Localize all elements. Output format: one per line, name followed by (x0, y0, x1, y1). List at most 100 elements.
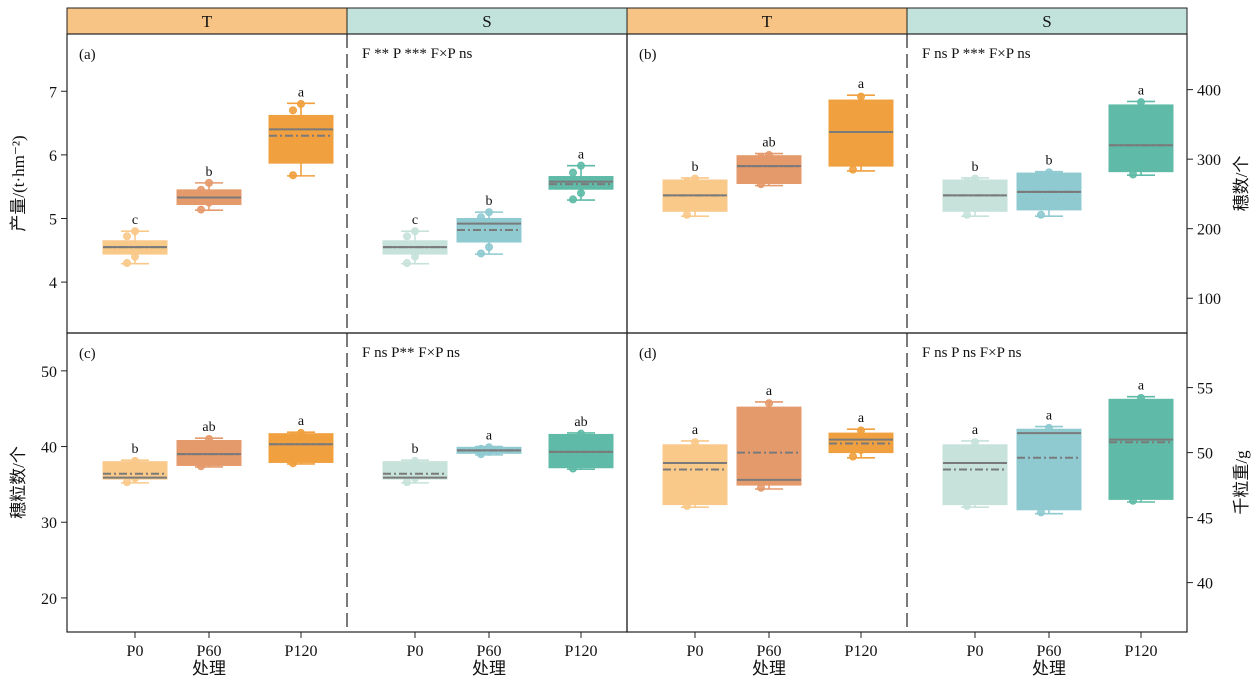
box-rect (736, 406, 802, 486)
significance-letter: b (972, 160, 979, 175)
data-point (1037, 435, 1045, 444)
y-tick-label: 20 (41, 591, 57, 608)
box-rect (1108, 398, 1174, 500)
box-rect (1016, 428, 1082, 511)
data-point (1129, 106, 1137, 115)
x-tick-label: P0 (407, 643, 424, 660)
x-tick-label: P120 (565, 643, 598, 660)
data-point (289, 432, 297, 441)
header-band-T (626, 7, 908, 35)
significance-letter: ab (574, 415, 587, 430)
data-point (403, 478, 411, 487)
panel-3: (d) F ns P ns F×P ns 40 45 50 55 千粒重/g a a a a a a P0… (626, 332, 1251, 676)
significance-letter: c (412, 213, 418, 228)
data-point (971, 487, 979, 496)
data-point (577, 456, 585, 465)
significance-letter: a (858, 411, 865, 426)
data-point (569, 464, 577, 473)
panel-label: (c) (79, 346, 96, 362)
data-point (765, 399, 773, 408)
significance-letter: b (1046, 154, 1053, 169)
y-tick-label: 400 (1197, 83, 1221, 100)
data-point (757, 416, 765, 425)
data-point (403, 232, 411, 241)
significance-letter: b (132, 442, 139, 457)
x-tick-label: P60 (757, 643, 782, 660)
x-axis-label: 处理 (192, 659, 226, 676)
data-point (963, 177, 971, 186)
significance-letter: b (692, 160, 699, 175)
data-point (963, 210, 971, 219)
data-point (691, 174, 699, 183)
data-point (1045, 423, 1053, 432)
significance-letter: b (412, 442, 419, 457)
data-point (1129, 496, 1137, 505)
data-point (1045, 168, 1053, 177)
x-tick-label: P0 (127, 643, 144, 660)
box-S-P120: ab (548, 415, 614, 473)
data-point (493, 220, 501, 229)
header-band-S (346, 7, 628, 35)
box-T-P60: ab (176, 420, 242, 471)
data-point (1129, 170, 1137, 179)
data-point (765, 150, 773, 159)
y-axis-label: 穗粒数/个 (9, 446, 28, 519)
data-point (131, 456, 139, 465)
stats-annotation: F ns P *** F×P ns (922, 46, 1031, 62)
significance-letter: a (1046, 409, 1053, 424)
data-point (297, 428, 305, 437)
y-tick-label: 30 (41, 515, 57, 532)
data-point (123, 461, 131, 470)
box-T-P60: b (176, 165, 242, 214)
data-point (971, 200, 979, 209)
box-S-P0: c (382, 213, 448, 268)
box-S-P120: a (1108, 83, 1174, 179)
y-tick-label: 100 (1197, 291, 1221, 308)
significance-letter: a (692, 423, 699, 438)
y-tick-label: 45 (1197, 511, 1213, 528)
header-label-S: S (482, 12, 491, 31)
x-tick-label: P0 (967, 643, 984, 660)
data-point (1137, 394, 1145, 402)
data-point (1137, 98, 1145, 107)
data-point (849, 165, 857, 174)
data-point (205, 178, 213, 187)
data-point (577, 161, 585, 170)
header-band-S (906, 7, 1188, 35)
box-T-P0: b (662, 160, 728, 219)
stats-annotation: F ns P** F×P ns (362, 345, 460, 361)
data-point (297, 154, 305, 163)
box-T-P0: a (662, 423, 728, 510)
data-point (197, 441, 205, 450)
data-point (403, 259, 411, 268)
significance-letter: a (1138, 379, 1145, 394)
box-S-P0: b (382, 442, 448, 487)
data-point (849, 452, 857, 461)
box-T-P120: a (268, 414, 334, 468)
data-point (197, 205, 205, 214)
y-axis-label: 千粒重/g (1232, 450, 1251, 515)
box-S-P60: b (456, 194, 522, 258)
data-point (857, 426, 865, 435)
y-tick-label: 300 (1197, 152, 1221, 169)
x-tick-label: P60 (1037, 643, 1062, 660)
data-point (849, 99, 857, 108)
stats-annotation: F ns P ns F×P ns (922, 345, 1022, 361)
x-tick-label: P0 (687, 643, 704, 660)
data-point (683, 177, 691, 186)
data-point (1053, 186, 1061, 195)
data-point (1129, 403, 1137, 412)
data-point (297, 99, 305, 108)
box-rect (662, 444, 728, 506)
data-point (1137, 158, 1145, 167)
panel-1: (b) F ns P *** F×P ns100200300400穗数/个baba… (626, 33, 1251, 334)
box-S-P120: a (548, 148, 614, 204)
y-tick-label: 6 (49, 148, 57, 165)
x-axis-label: 处理 (472, 659, 506, 676)
data-point (757, 153, 765, 162)
box-T-P120: a (828, 77, 894, 174)
x-tick-label: P120 (285, 643, 318, 660)
data-point (577, 429, 585, 438)
